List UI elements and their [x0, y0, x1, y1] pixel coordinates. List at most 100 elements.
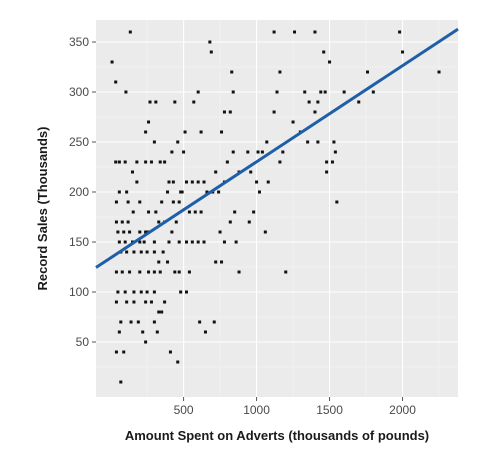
- data-point: [152, 250, 156, 254]
- y-tick-label: 350: [69, 35, 89, 49]
- data-point: [117, 190, 121, 194]
- y-tick-label: 100: [69, 285, 89, 299]
- data-point: [135, 160, 139, 164]
- data-point: [316, 140, 320, 144]
- y-axis-title: Record Sales (Thousands): [35, 127, 50, 291]
- data-point: [306, 140, 310, 144]
- data-point: [126, 220, 130, 224]
- data-point: [125, 300, 129, 304]
- data-point: [190, 180, 194, 184]
- data-point: [199, 210, 203, 214]
- data-point: [231, 150, 235, 154]
- data-point: [185, 240, 188, 244]
- data-point: [138, 200, 142, 204]
- data-point: [130, 170, 134, 174]
- data-point: [203, 330, 207, 334]
- data-point: [163, 160, 167, 164]
- data-point: [125, 250, 129, 254]
- data-point: [132, 300, 136, 304]
- data-point: [260, 150, 264, 154]
- data-point: [145, 250, 149, 254]
- data-point: [114, 300, 118, 304]
- data-point: [144, 130, 148, 134]
- data-point: [332, 140, 336, 144]
- data-point: [272, 30, 276, 34]
- y-tick-label: 150: [69, 235, 89, 249]
- data-point: [123, 160, 127, 164]
- data-point: [128, 270, 132, 274]
- data-point: [138, 270, 142, 274]
- data-point: [284, 270, 288, 274]
- data-point: [179, 290, 183, 294]
- data-point: [182, 150, 186, 154]
- y-tick-label: 250: [69, 135, 89, 149]
- axis-ticks: 500 1000 1500 2000 50 100 150 200 250 300 350: [69, 35, 416, 417]
- data-point: [119, 320, 123, 324]
- y-tick-label: 200: [69, 185, 89, 199]
- data-point: [147, 270, 151, 274]
- data-point: [160, 200, 164, 204]
- data-point: [171, 180, 175, 184]
- data-point: [138, 230, 142, 234]
- data-point: [160, 310, 164, 314]
- data-point: [132, 250, 136, 254]
- data-point: [114, 350, 118, 354]
- data-point: [335, 200, 339, 204]
- data-point: [124, 90, 128, 94]
- data-point: [220, 130, 224, 134]
- x-tick-label: 2000: [389, 403, 416, 417]
- data-point: [147, 120, 151, 124]
- data-point: [173, 100, 177, 104]
- data-point: [256, 150, 260, 154]
- data-point: [148, 100, 152, 104]
- data-point: [199, 130, 203, 134]
- data-point: [272, 110, 276, 114]
- data-point: [138, 240, 142, 244]
- plot-panel: [96, 20, 458, 397]
- data-point: [157, 220, 161, 224]
- data-point: [323, 90, 327, 94]
- data-point: [154, 210, 158, 214]
- data-point: [246, 150, 250, 154]
- data-point: [117, 330, 121, 334]
- data-point: [218, 230, 222, 234]
- data-point: [152, 240, 156, 244]
- data-point: [139, 290, 143, 294]
- data-point: [208, 40, 212, 44]
- data-point: [166, 190, 170, 194]
- data-point: [222, 110, 226, 114]
- data-point: [152, 140, 156, 144]
- data-point: [325, 170, 329, 174]
- x-tick-label: 1000: [243, 403, 270, 417]
- data-point: [114, 220, 118, 224]
- data-point: [147, 210, 151, 214]
- data-point: [291, 120, 295, 124]
- data-point: [196, 240, 200, 244]
- data-point: [278, 70, 282, 74]
- data-point: [228, 220, 232, 224]
- data-point: [293, 30, 297, 34]
- data-point: [265, 140, 269, 144]
- data-point: [167, 180, 171, 184]
- data-point: [177, 200, 181, 204]
- data-point: [252, 210, 256, 214]
- data-point: [126, 200, 130, 204]
- data-point: [190, 240, 194, 244]
- data-point: [333, 150, 337, 154]
- data-points: [110, 30, 441, 384]
- data-point: [342, 90, 346, 94]
- data-point: [177, 240, 181, 244]
- data-point: [123, 290, 127, 294]
- data-point: [168, 350, 172, 354]
- data-point: [187, 210, 191, 214]
- data-point: [185, 290, 188, 294]
- data-point: [119, 380, 123, 384]
- data-point: [214, 260, 218, 264]
- data-point: [152, 270, 156, 274]
- data-point: [135, 180, 139, 184]
- data-point: [136, 320, 140, 324]
- data-point: [247, 220, 251, 224]
- data-point: [144, 230, 148, 234]
- data-point: [132, 290, 136, 294]
- data-point: [185, 180, 188, 184]
